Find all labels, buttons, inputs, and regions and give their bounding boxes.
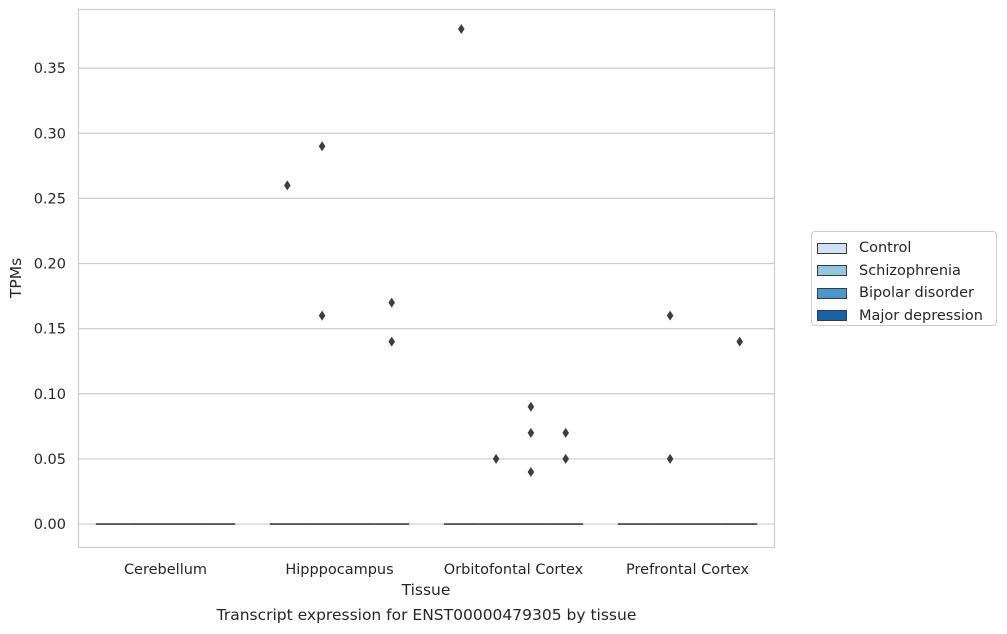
outlier-point bbox=[527, 427, 535, 438]
legend-swatch bbox=[817, 310, 847, 322]
outlier-point bbox=[736, 336, 743, 347]
outlier-point bbox=[562, 427, 569, 438]
outlier-point bbox=[666, 453, 674, 464]
plot-frame bbox=[77, 8, 776, 549]
y-tick-label: 0.20 bbox=[34, 257, 66, 273]
y-tick-label: 0.25 bbox=[34, 191, 66, 207]
y-tick-labels: 0.00 0.05 0.10 0.15 0.20 0.25 0.30 0.35 bbox=[34, 61, 66, 533]
outlier-point bbox=[666, 310, 674, 321]
outlier-point bbox=[458, 24, 465, 35]
x-axis-label: Tissue bbox=[401, 581, 451, 599]
legend-item: Control bbox=[817, 237, 996, 260]
legend-swatch bbox=[817, 287, 847, 299]
y-tick-label: 0.35 bbox=[34, 61, 66, 77]
outlier-point bbox=[318, 310, 326, 321]
outlier-point bbox=[284, 180, 291, 191]
y-tick-label: 0.10 bbox=[34, 387, 66, 403]
legend-label: Schizophrenia bbox=[859, 262, 961, 279]
y-axis-label: TPMs bbox=[7, 258, 25, 299]
x-tick-label: Hipppocampus bbox=[285, 562, 393, 578]
legend: Control Schizophrenia Bipolar disorder Majo… bbox=[811, 231, 997, 326]
legend-label: Control bbox=[859, 240, 912, 257]
outlier-point bbox=[562, 453, 569, 464]
outlier-point bbox=[527, 466, 535, 477]
legend-label: Major depression bbox=[859, 307, 983, 324]
outlier-point bbox=[388, 336, 395, 347]
y-tick-label: 0.15 bbox=[34, 322, 66, 338]
outlier-point bbox=[318, 141, 326, 152]
legend-swatch bbox=[817, 265, 847, 277]
legend-item: Bipolar disorder bbox=[817, 282, 996, 305]
outlier-point bbox=[388, 297, 395, 308]
y-tick-label: 0.30 bbox=[34, 126, 66, 142]
legend-item: Schizophrenia bbox=[817, 260, 996, 283]
chart-caption: Transcript expression for ENST0000047930… bbox=[216, 606, 637, 624]
y-tick-label: 0.05 bbox=[34, 452, 66, 468]
legend-label: Bipolar disorder bbox=[859, 285, 974, 302]
gridlines bbox=[78, 67, 775, 525]
x-tick-label: Prefrontal Cortex bbox=[626, 562, 749, 578]
x-tick-label: Orbitofontal Cortex bbox=[444, 562, 584, 578]
legend-item: Major depression bbox=[817, 305, 996, 328]
outlier-point bbox=[492, 453, 500, 464]
x-tick-label: Cerebellum bbox=[124, 562, 207, 578]
x-tick-labels: Cerebellum Hipppocampus Orbitofontal Corte… bbox=[124, 562, 749, 578]
y-tick-label: 0.00 bbox=[34, 517, 66, 533]
outlier-point bbox=[527, 401, 535, 412]
legend-swatch bbox=[817, 242, 847, 254]
outlier-points bbox=[284, 24, 743, 477]
